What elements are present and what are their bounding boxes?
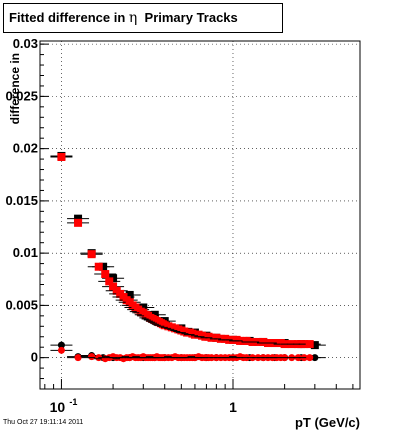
data-point-square	[305, 340, 314, 349]
y-axis-title: difference in	[8, 53, 22, 124]
data-points	[50, 151, 326, 363]
data-point-square	[259, 337, 268, 346]
data-point-square	[74, 214, 83, 223]
data-point-square	[101, 270, 110, 279]
y-tick-label: 0.005	[5, 297, 38, 312]
data-point-square	[94, 262, 103, 271]
eta-symbol: η	[128, 10, 138, 26]
data-point-square	[310, 341, 319, 350]
data-point-circle	[57, 341, 65, 349]
x-axis-title: pT (GeV/c)	[295, 415, 360, 430]
data-point-square	[212, 333, 221, 342]
y-tick-label: 0.02	[13, 141, 38, 156]
data-point-square	[87, 250, 96, 259]
y-tick-label: 0.025	[5, 88, 38, 103]
data-point-square	[221, 334, 230, 343]
data-point-circle	[88, 353, 96, 361]
title-suffix: Primary Tracks	[144, 10, 238, 25]
data-point-square	[74, 218, 83, 227]
data-point-square	[109, 282, 118, 291]
y-tick-label: 0.01	[13, 245, 38, 260]
axes	[40, 43, 354, 390]
data-point-square	[105, 277, 114, 286]
y-tick-label: 0	[31, 350, 38, 365]
title-prefix: Fitted difference in	[9, 10, 129, 25]
data-point-square	[57, 153, 66, 161]
data-point-square	[125, 290, 134, 299]
data-point-circle	[57, 346, 65, 354]
chart-title: Fitted difference in η Primary Tracks	[3, 3, 283, 33]
x-tick-label-base: 10	[50, 399, 66, 415]
data-point-square	[242, 336, 251, 345]
data-point-circle	[74, 354, 82, 362]
x-tick-label-exponent: -1	[69, 397, 77, 407]
y-tick-label: 0.015	[5, 193, 38, 208]
axis-labels: 0 0.005 0.01 0.015 0.02 0.025 0.03 10 -1 1 pT (GeV…	[5, 36, 360, 430]
x-tick-label: 1	[229, 399, 237, 415]
y-tick-label: 0.03	[13, 36, 38, 51]
data-point-circle	[306, 354, 314, 362]
timestamp: Thu Oct 27 19:11:14 2011	[3, 419, 84, 426]
